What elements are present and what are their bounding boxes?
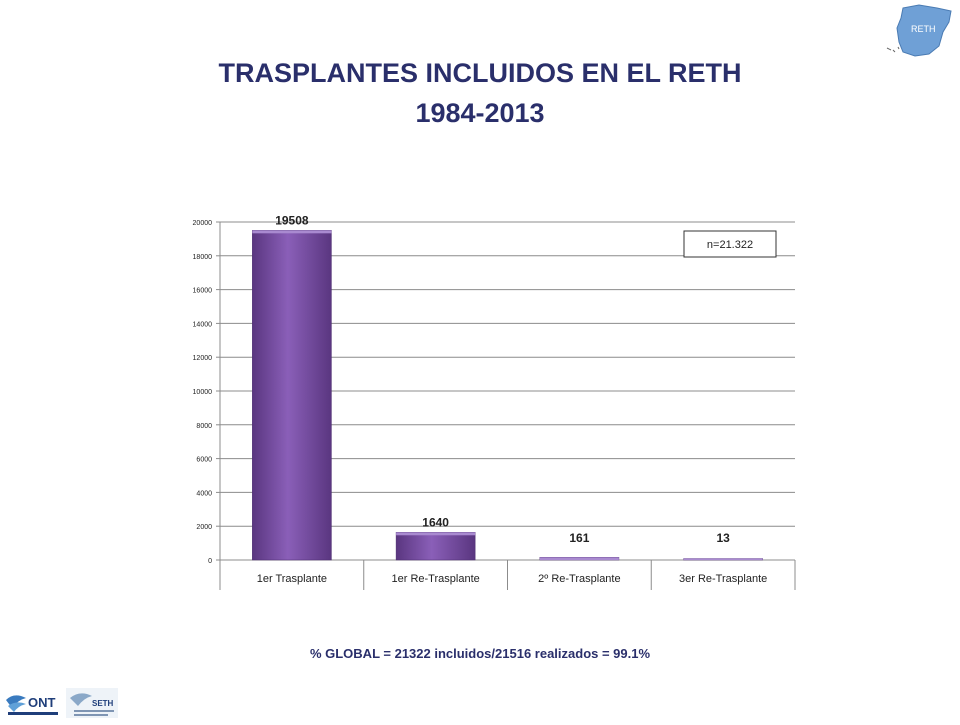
spain-map-shape xyxy=(896,4,952,57)
bar xyxy=(395,532,476,561)
bar-top-highlight xyxy=(683,558,763,560)
y-tick-label: 14000 xyxy=(193,321,213,328)
data-label: 13 xyxy=(716,531,730,545)
bars xyxy=(252,230,763,561)
y-tick-label: 10000 xyxy=(193,389,213,396)
y-tick-label: 8000 xyxy=(196,423,212,430)
bar-top-highlight xyxy=(396,532,476,536)
y-tick-label: 4000 xyxy=(196,490,212,497)
y-tick-label: 18000 xyxy=(193,254,213,261)
seth-logo-text: SETH xyxy=(92,699,114,708)
ont-logo-text: ONT xyxy=(28,695,56,710)
reth-map-logo: RETH xyxy=(885,2,955,69)
y-tick-label: 20000 xyxy=(193,220,213,227)
x-tick-label: 1er Re-Trasplante xyxy=(392,573,480,585)
annotation-box-border xyxy=(683,230,777,258)
ont-logo: ONT xyxy=(6,695,58,715)
y-tick-label: 6000 xyxy=(196,457,212,464)
data-label: 19508 xyxy=(275,213,309,227)
data-label: 1640 xyxy=(422,515,449,529)
seth-logo: SETH xyxy=(66,688,118,718)
chart-subtitle: 1984-2013 xyxy=(415,98,545,128)
axes: 0 2000 4000 6000 8000 10000 12000 14000 16000 180… xyxy=(193,220,796,590)
bar-top-highlight xyxy=(539,557,619,560)
bar-top-highlight xyxy=(252,230,332,234)
y-tick-label: 16000 xyxy=(193,288,213,295)
chart-title: TRASPLANTES INCLUIDOS EN EL RETH xyxy=(218,58,742,88)
map-logo-text: RETH xyxy=(911,24,936,34)
data-labels: 19508 1640 161 13 xyxy=(275,213,730,545)
x-tick-label: 2º Re-Trasplante xyxy=(538,573,620,585)
bar xyxy=(252,230,332,561)
y-tick-label: 0 xyxy=(208,558,212,565)
data-label: 161 xyxy=(569,531,589,545)
x-tick-label: 3er Re-Trasplante xyxy=(679,573,767,585)
y-tick-label: 2000 xyxy=(196,524,212,531)
annotation-box: n=21.322 xyxy=(683,230,777,258)
annotation-text: n=21.322 xyxy=(707,239,753,251)
y-tick-label: 12000 xyxy=(193,355,213,362)
x-tick-label: 1er Trasplante xyxy=(257,573,327,585)
footer-logos: ONT SETH xyxy=(4,688,124,725)
global-percentage-text: % GLOBAL = 21322 incluidos/21516 realiza… xyxy=(309,646,651,661)
